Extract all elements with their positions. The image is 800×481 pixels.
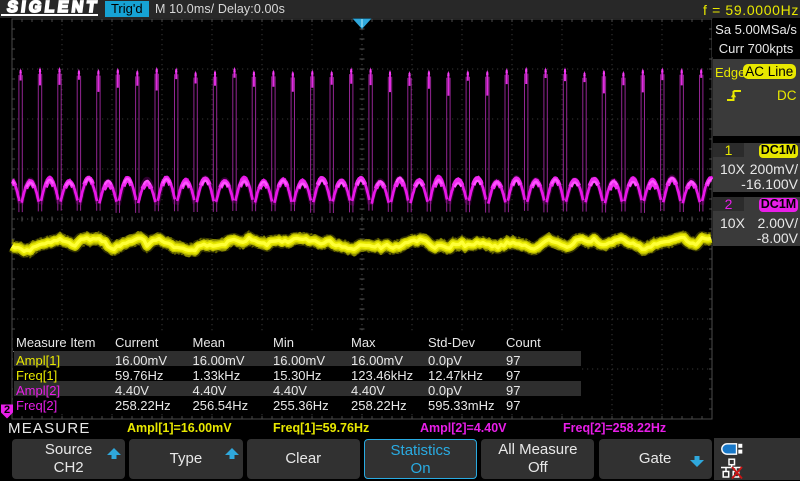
svg-text:2: 2 — [4, 404, 10, 416]
